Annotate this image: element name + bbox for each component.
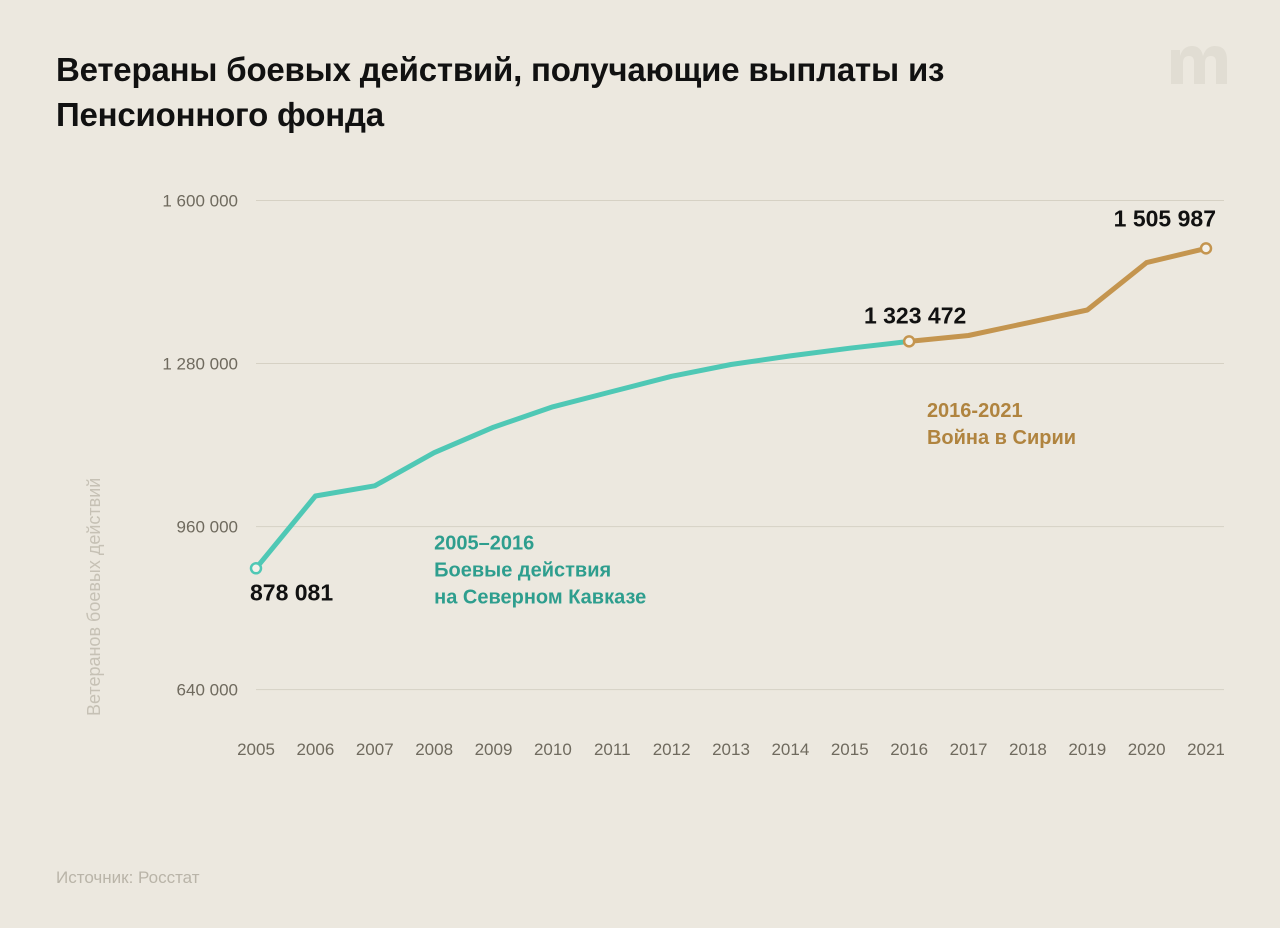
- svg-text:на Северном Кавказе: на Северном Кавказе: [434, 587, 646, 609]
- svg-text:2009: 2009: [475, 740, 513, 759]
- svg-text:2015: 2015: [831, 740, 869, 759]
- svg-text:2020: 2020: [1128, 740, 1166, 759]
- svg-text:640 000: 640 000: [177, 681, 238, 700]
- svg-text:2010: 2010: [534, 740, 572, 759]
- chart: Ветеранов боевых действий 640 000 960 000…: [56, 155, 1224, 845]
- svg-text:2019: 2019: [1068, 740, 1106, 759]
- svg-text:1 505 987: 1 505 987: [1114, 205, 1216, 231]
- svg-text:2016-2021: 2016-2021: [927, 400, 1023, 422]
- logo-icon: [1170, 44, 1230, 88]
- svg-text:2012: 2012: [653, 740, 691, 759]
- svg-text:Война в Сирии: Война в Сирии: [927, 427, 1076, 449]
- svg-text:2013: 2013: [712, 740, 750, 759]
- svg-text:1 280 000: 1 280 000: [162, 355, 238, 374]
- svg-text:2005: 2005: [237, 740, 275, 759]
- line-chart-svg: 640 000 960 000 1 280 000 1 600 000 2005 2006…: [56, 155, 1224, 805]
- page: Ветераны боевых действий, получающие вып…: [0, 0, 1280, 928]
- chart-title: Ветераны боевых действий, получающие вып…: [56, 48, 1056, 137]
- svg-text:2011: 2011: [594, 740, 631, 759]
- y-axis-label: Ветеранов боевых действий: [84, 478, 105, 716]
- svg-text:878 081: 878 081: [250, 579, 333, 605]
- svg-text:2016: 2016: [890, 740, 928, 759]
- svg-text:1 323 472: 1 323 472: [864, 302, 966, 328]
- svg-text:Боевые действия: Боевые действия: [434, 560, 611, 582]
- svg-text:2014: 2014: [771, 740, 809, 759]
- svg-text:1 600 000: 1 600 000: [162, 192, 238, 211]
- svg-text:2021: 2021: [1187, 740, 1224, 759]
- svg-text:2005–2016: 2005–2016: [434, 533, 534, 555]
- svg-text:2017: 2017: [950, 740, 988, 759]
- svg-text:2008: 2008: [415, 740, 453, 759]
- source-text: Источник: Росстат: [56, 868, 200, 888]
- svg-text:960 000: 960 000: [177, 518, 238, 537]
- svg-text:2007: 2007: [356, 740, 394, 759]
- svg-text:2006: 2006: [296, 740, 334, 759]
- svg-text:2018: 2018: [1009, 740, 1047, 759]
